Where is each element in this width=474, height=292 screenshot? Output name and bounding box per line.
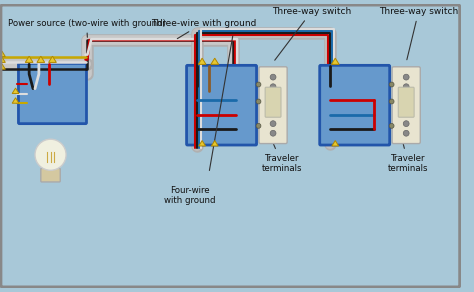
Polygon shape [12, 88, 19, 93]
Circle shape [35, 139, 66, 170]
Polygon shape [332, 140, 338, 146]
Circle shape [270, 74, 276, 80]
FancyBboxPatch shape [398, 87, 414, 117]
Polygon shape [199, 140, 206, 146]
Polygon shape [198, 58, 206, 64]
Circle shape [256, 99, 261, 104]
Polygon shape [37, 56, 45, 62]
FancyBboxPatch shape [319, 65, 390, 145]
Circle shape [256, 124, 261, 128]
FancyBboxPatch shape [259, 67, 287, 144]
Text: Three-wire with ground: Three-wire with ground [151, 18, 256, 39]
Circle shape [270, 121, 276, 126]
Text: Four-wire
with ground: Four-wire with ground [164, 186, 215, 205]
Circle shape [389, 124, 394, 128]
Circle shape [403, 130, 409, 136]
Circle shape [403, 74, 409, 80]
FancyBboxPatch shape [41, 168, 60, 182]
Circle shape [389, 99, 394, 104]
Polygon shape [0, 57, 5, 62]
FancyBboxPatch shape [265, 87, 281, 117]
Text: Three-way switch: Three-way switch [272, 7, 351, 60]
Circle shape [403, 121, 409, 126]
Polygon shape [331, 58, 339, 64]
Text: Power source (two-wire with ground): Power source (two-wire with ground) [8, 18, 165, 37]
Circle shape [389, 82, 394, 87]
Circle shape [270, 130, 276, 136]
Polygon shape [211, 58, 219, 64]
Polygon shape [211, 140, 218, 146]
Polygon shape [12, 98, 19, 103]
Text: Three-way switch: Three-way switch [379, 7, 458, 60]
Polygon shape [0, 64, 5, 69]
Circle shape [270, 84, 276, 90]
Text: Traveler
terminals: Traveler terminals [388, 127, 428, 173]
Text: Traveler
terminals: Traveler terminals [262, 127, 302, 173]
Circle shape [256, 82, 261, 87]
Circle shape [403, 84, 409, 90]
Polygon shape [25, 56, 33, 62]
Polygon shape [49, 56, 56, 62]
FancyBboxPatch shape [392, 67, 420, 144]
FancyBboxPatch shape [18, 63, 86, 124]
FancyBboxPatch shape [187, 65, 256, 145]
Polygon shape [0, 51, 5, 57]
